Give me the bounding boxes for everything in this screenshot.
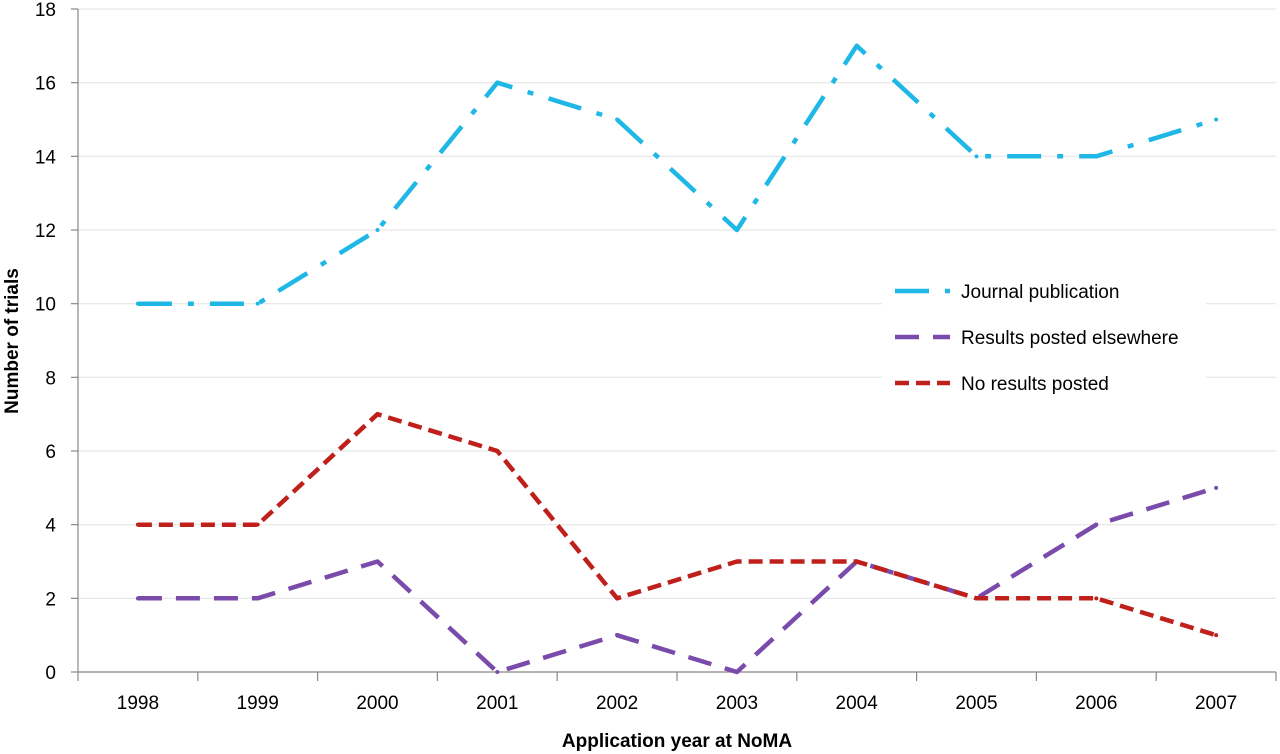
x-axis-ticks: 1998 1999 2000 2001 2002 2003 2004 2005 2006 2007 [77,672,1277,714]
data-point [1094,522,1099,527]
y-tick-label: 10 [35,295,56,316]
x-tick-label: 2007 [1195,693,1237,714]
y-tick-label: 0 [45,663,56,684]
x-tick-label: 2000 [356,693,398,714]
data-point [495,449,500,453]
data-point [1094,596,1099,601]
legend-label-1: Journal publication [961,282,1119,303]
data-point [615,633,620,638]
x-tick-label: 2005 [955,693,997,714]
y-axis-title: Number of trials [2,268,23,414]
data-point [255,522,260,527]
legend-label-3: No results posted [961,374,1109,395]
data-point [255,596,260,601]
data-point [375,228,380,232]
data-point [615,117,620,122]
data-point [495,80,500,85]
data-point [1214,485,1219,490]
data-point [974,596,979,601]
x-tick-label: 2004 [836,693,879,714]
series-line-1 [137,43,1217,306]
data-point [495,670,500,674]
data-point [135,301,140,306]
data-point [734,228,739,232]
data-point [1214,117,1219,122]
gridlines [78,8,1276,599]
x-tick-label: 1999 [237,693,279,714]
y-tick-label: 14 [35,147,57,168]
legend: Journal publication Results posted elsewh… [882,262,1206,402]
x-axis-title: Application year at NoMA [562,731,792,752]
x-tick-label: 2001 [476,693,518,714]
x-tick-label: 2002 [596,693,638,714]
data-point [974,154,979,159]
data-point [734,670,739,674]
x-tick-label: 2006 [1075,693,1117,714]
y-tick-label: 16 [35,74,56,95]
data-point [854,43,859,48]
y-tick-label: 18 [35,0,56,21]
data-point [375,412,380,417]
x-tick-label: 1998 [117,693,159,714]
y-tick-label: 2 [45,589,56,610]
series-line-3 [137,411,1217,638]
data-point [1094,154,1099,159]
data-point [135,522,140,527]
y-tick-label: 8 [45,368,56,389]
data-point [615,596,620,601]
legend-box [882,262,1206,402]
data-point [1214,633,1219,638]
data-point [854,559,859,564]
x-tick-label: 2003 [716,693,758,714]
data-point [375,559,380,564]
y-tick-label: 4 [45,516,56,537]
legend-label-2: Results posted elsewhere [961,328,1179,349]
data-point [255,301,260,306]
data-point [734,559,739,564]
y-tick-label: 6 [45,442,56,463]
y-axis-ticks: 0 2 4 6 8 10 12 14 16 18 [35,0,78,684]
series-lines [135,43,1219,675]
y-tick-label: 12 [35,221,56,242]
data-point [135,596,140,601]
